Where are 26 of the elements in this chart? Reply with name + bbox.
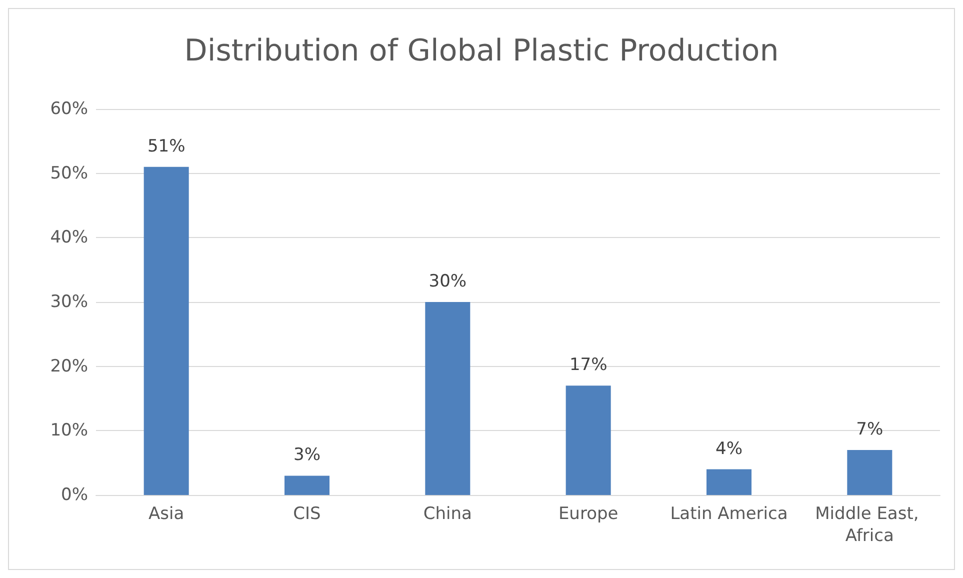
data-label: 4% (716, 438, 742, 459)
bar (566, 386, 611, 495)
y-tick-label: 60% (50, 99, 88, 119)
y-tick-label: 50% (50, 163, 88, 184)
x-tick-label: Europe (558, 504, 618, 524)
bar (144, 166, 189, 495)
y-tick-label: 0% (61, 485, 88, 505)
x-tick-label: China (423, 504, 472, 524)
x-tick-label: CIS (293, 504, 321, 524)
x-tick-label: Middle East, Africa (815, 504, 924, 546)
y-tick-label: 30% (50, 292, 88, 312)
bar (706, 469, 752, 495)
data-label: 30% (428, 272, 467, 292)
x-tick-label: Asia (148, 504, 184, 524)
data-label: 3% (294, 445, 320, 466)
y-tick-label: 10% (50, 420, 88, 441)
data-label: 51% (147, 136, 186, 156)
chart-title: Distribution of Global Plastic Production (184, 34, 779, 68)
bar (284, 476, 330, 495)
y-tick-label: 40% (50, 228, 88, 248)
data-label: 7% (856, 419, 884, 440)
bar (847, 450, 892, 495)
bar (425, 302, 470, 495)
data-label: 17% (569, 355, 608, 376)
x-tick-label: Latin America (670, 504, 788, 524)
y-tick-label: 20% (50, 356, 88, 376)
